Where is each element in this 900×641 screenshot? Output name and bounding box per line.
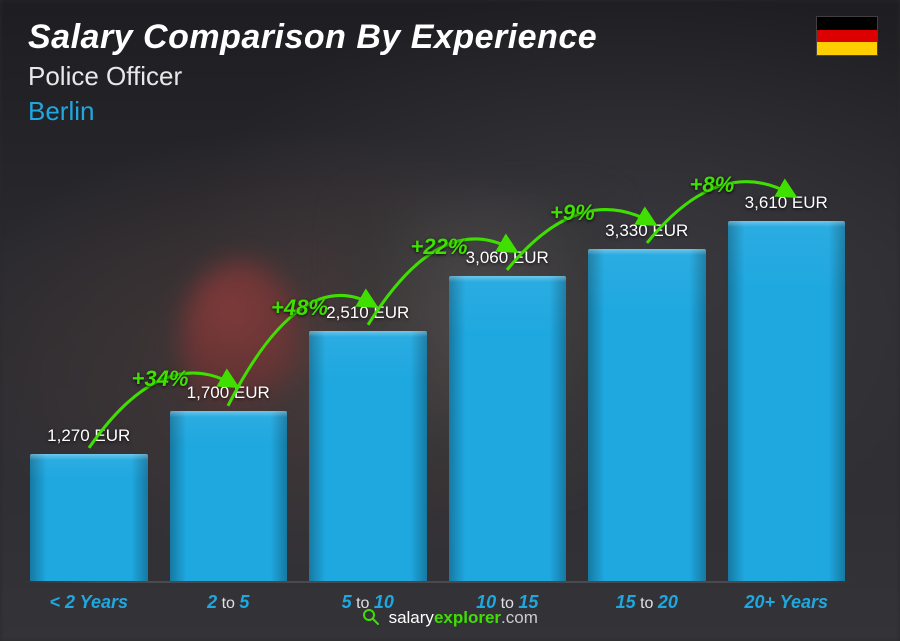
bar-chart: 1,270 EUR< 2 Years1,700 EUR2 to 52,510 E…	[30, 141, 845, 581]
magnifier-icon	[362, 608, 380, 631]
bar-group: 2,510 EUR5 to 10	[309, 303, 427, 581]
footer: salaryexplorer.com	[0, 608, 900, 631]
bar-value-label: 3,330 EUR	[605, 221, 688, 241]
chart-baseline	[20, 581, 855, 583]
bar-value-label: 3,610 EUR	[745, 193, 828, 213]
bar-group: 3,060 EUR10 to 15	[449, 248, 567, 581]
delta-label: +48%	[271, 295, 328, 321]
bar-value-label: 1,700 EUR	[187, 383, 270, 403]
bar-value-label: 2,510 EUR	[326, 303, 409, 323]
bar-group: 3,330 EUR15 to 20	[588, 221, 706, 581]
bar-value-label: 3,060 EUR	[466, 248, 549, 268]
bar-group: 3,610 EUR20+ Years	[728, 193, 846, 581]
delta-label: +22%	[411, 234, 468, 260]
bar	[170, 411, 288, 581]
bar-group: 1,270 EUR< 2 Years	[30, 426, 148, 581]
footer-brand-accent: explorer	[434, 608, 501, 627]
bar	[309, 331, 427, 581]
bar-value-label: 1,270 EUR	[47, 426, 130, 446]
footer-brand-tld: .com	[501, 608, 538, 627]
bar-group: 1,700 EUR2 to 5	[170, 383, 288, 581]
page-title: Salary Comparison By Experience	[28, 18, 872, 57]
delta-label: +9%	[550, 200, 595, 226]
location: Berlin	[28, 96, 872, 127]
bar	[30, 454, 148, 581]
footer-brand-main: salary	[389, 608, 434, 627]
bar	[449, 276, 567, 581]
header: Salary Comparison By Experience Police O…	[28, 18, 872, 127]
delta-label: +8%	[690, 172, 735, 198]
bar	[588, 249, 706, 581]
job-title: Police Officer	[28, 61, 872, 92]
delta-label: +34%	[132, 366, 189, 392]
bar	[728, 221, 846, 581]
